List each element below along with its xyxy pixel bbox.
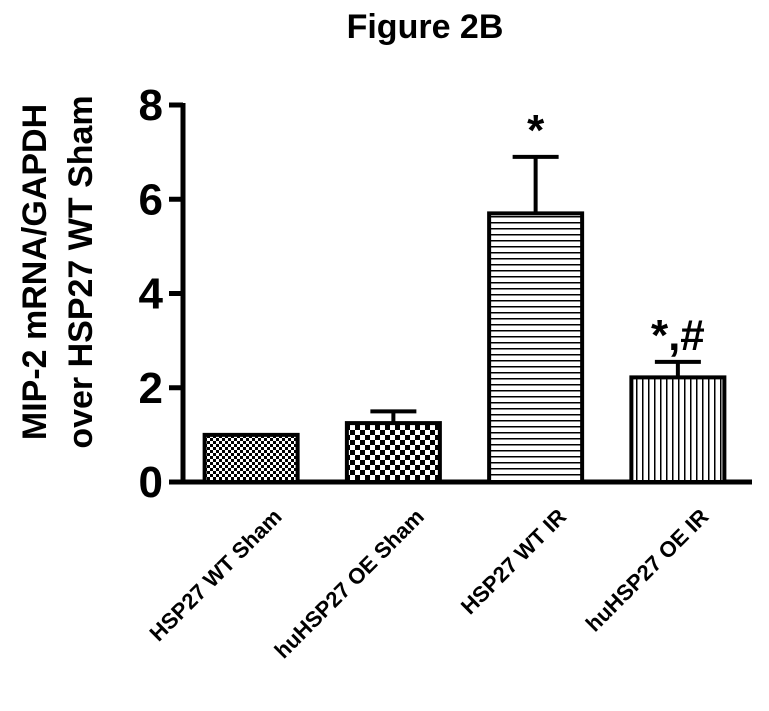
y-axis-label-line1: MIP-2 mRNA/GAPDH: [16, 104, 54, 440]
annotations: * *,#: [527, 106, 705, 360]
bar-hsp27-wt-ir: [487, 211, 585, 484]
y-tick-label: 6: [139, 175, 163, 224]
y-tick-label: 0: [139, 458, 163, 507]
y-tick-label: 4: [139, 270, 164, 319]
x-tick-label: HSP27 WT IR: [456, 504, 571, 619]
y-tick-label: 8: [139, 81, 163, 130]
y-tick-label: 2: [139, 364, 163, 413]
significance-marker: *,#: [651, 311, 705, 360]
significance-marker: *: [527, 106, 545, 155]
x-tick-label: huHSP27 OE IR: [581, 504, 714, 637]
y-axis-label-line2: over HSP27 WT Sham: [62, 95, 100, 448]
error-bars: [370, 154, 701, 424]
x-tick-label: HSP27 WT Sham: [144, 504, 286, 646]
bar-huhsp27-oe-ir: [629, 375, 727, 485]
chart-title: Figure 2B: [347, 8, 504, 46]
y-ticks: 0 2 4 6 8: [139, 81, 183, 507]
x-tick-label: huHSP27 OE Sham: [269, 504, 428, 663]
bar-huhsp27-oe-sham: [344, 421, 442, 484]
bar-hsp27-wt-sham: [202, 432, 300, 484]
bars: [202, 211, 727, 485]
